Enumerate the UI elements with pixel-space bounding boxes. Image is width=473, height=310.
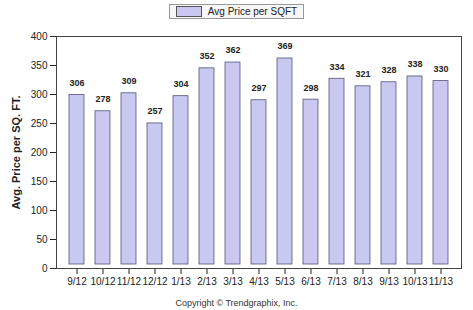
svg-text:11/12: 11/12 [117,276,142,287]
svg-text:50: 50 [36,234,48,245]
svg-text:400: 400 [31,31,48,42]
svg-text:321: 321 [355,69,370,79]
svg-text:306: 306 [69,78,84,88]
svg-text:10/13: 10/13 [402,276,427,287]
svg-text:2/13: 2/13 [197,276,217,287]
svg-text:12/12: 12/12 [142,276,167,287]
svg-text:8/13: 8/13 [353,276,373,287]
svg-text:298: 298 [303,83,318,93]
svg-text:11/13: 11/13 [429,276,454,287]
svg-text:150: 150 [31,176,48,187]
svg-text:330: 330 [433,64,448,74]
svg-text:3/13: 3/13 [223,276,243,287]
svg-text:5/13: 5/13 [275,276,295,287]
svg-text:0: 0 [42,263,48,274]
svg-text:334: 334 [329,62,344,72]
svg-text:350: 350 [31,60,48,71]
svg-text:4/13: 4/13 [249,276,269,287]
svg-text:200: 200 [31,147,48,158]
svg-text:352: 352 [199,51,214,61]
svg-text:9/13: 9/13 [379,276,399,287]
svg-text:369: 369 [277,41,292,51]
svg-text:304: 304 [173,79,188,89]
svg-text:10/12: 10/12 [90,276,115,287]
svg-text:328: 328 [381,65,396,75]
svg-text:9/12: 9/12 [67,276,87,287]
svg-text:257: 257 [147,106,162,116]
svg-text:297: 297 [251,83,266,93]
svg-text:7/13: 7/13 [327,276,347,287]
svg-text:1/13: 1/13 [171,276,191,287]
html-text:Copyright © Trendgraphix, Inc.: Copyright © Trendgraphix, Inc. [175,298,298,308]
html-text:Avg Price per SQFT: Avg Price per SQFT [207,5,298,17]
svg-text:309: 309 [121,76,136,86]
svg-text:300: 300 [31,89,48,100]
svg-text:6/13: 6/13 [301,276,321,287]
svg-text:250: 250 [31,118,48,129]
svg-text:Avg. Price per SQ. FT.: Avg. Price per SQ. FT. [10,96,22,210]
svg-text:100: 100 [31,205,48,216]
svg-text:338: 338 [407,59,422,69]
svg-text:278: 278 [95,94,110,104]
svg-text:362: 362 [225,45,240,55]
